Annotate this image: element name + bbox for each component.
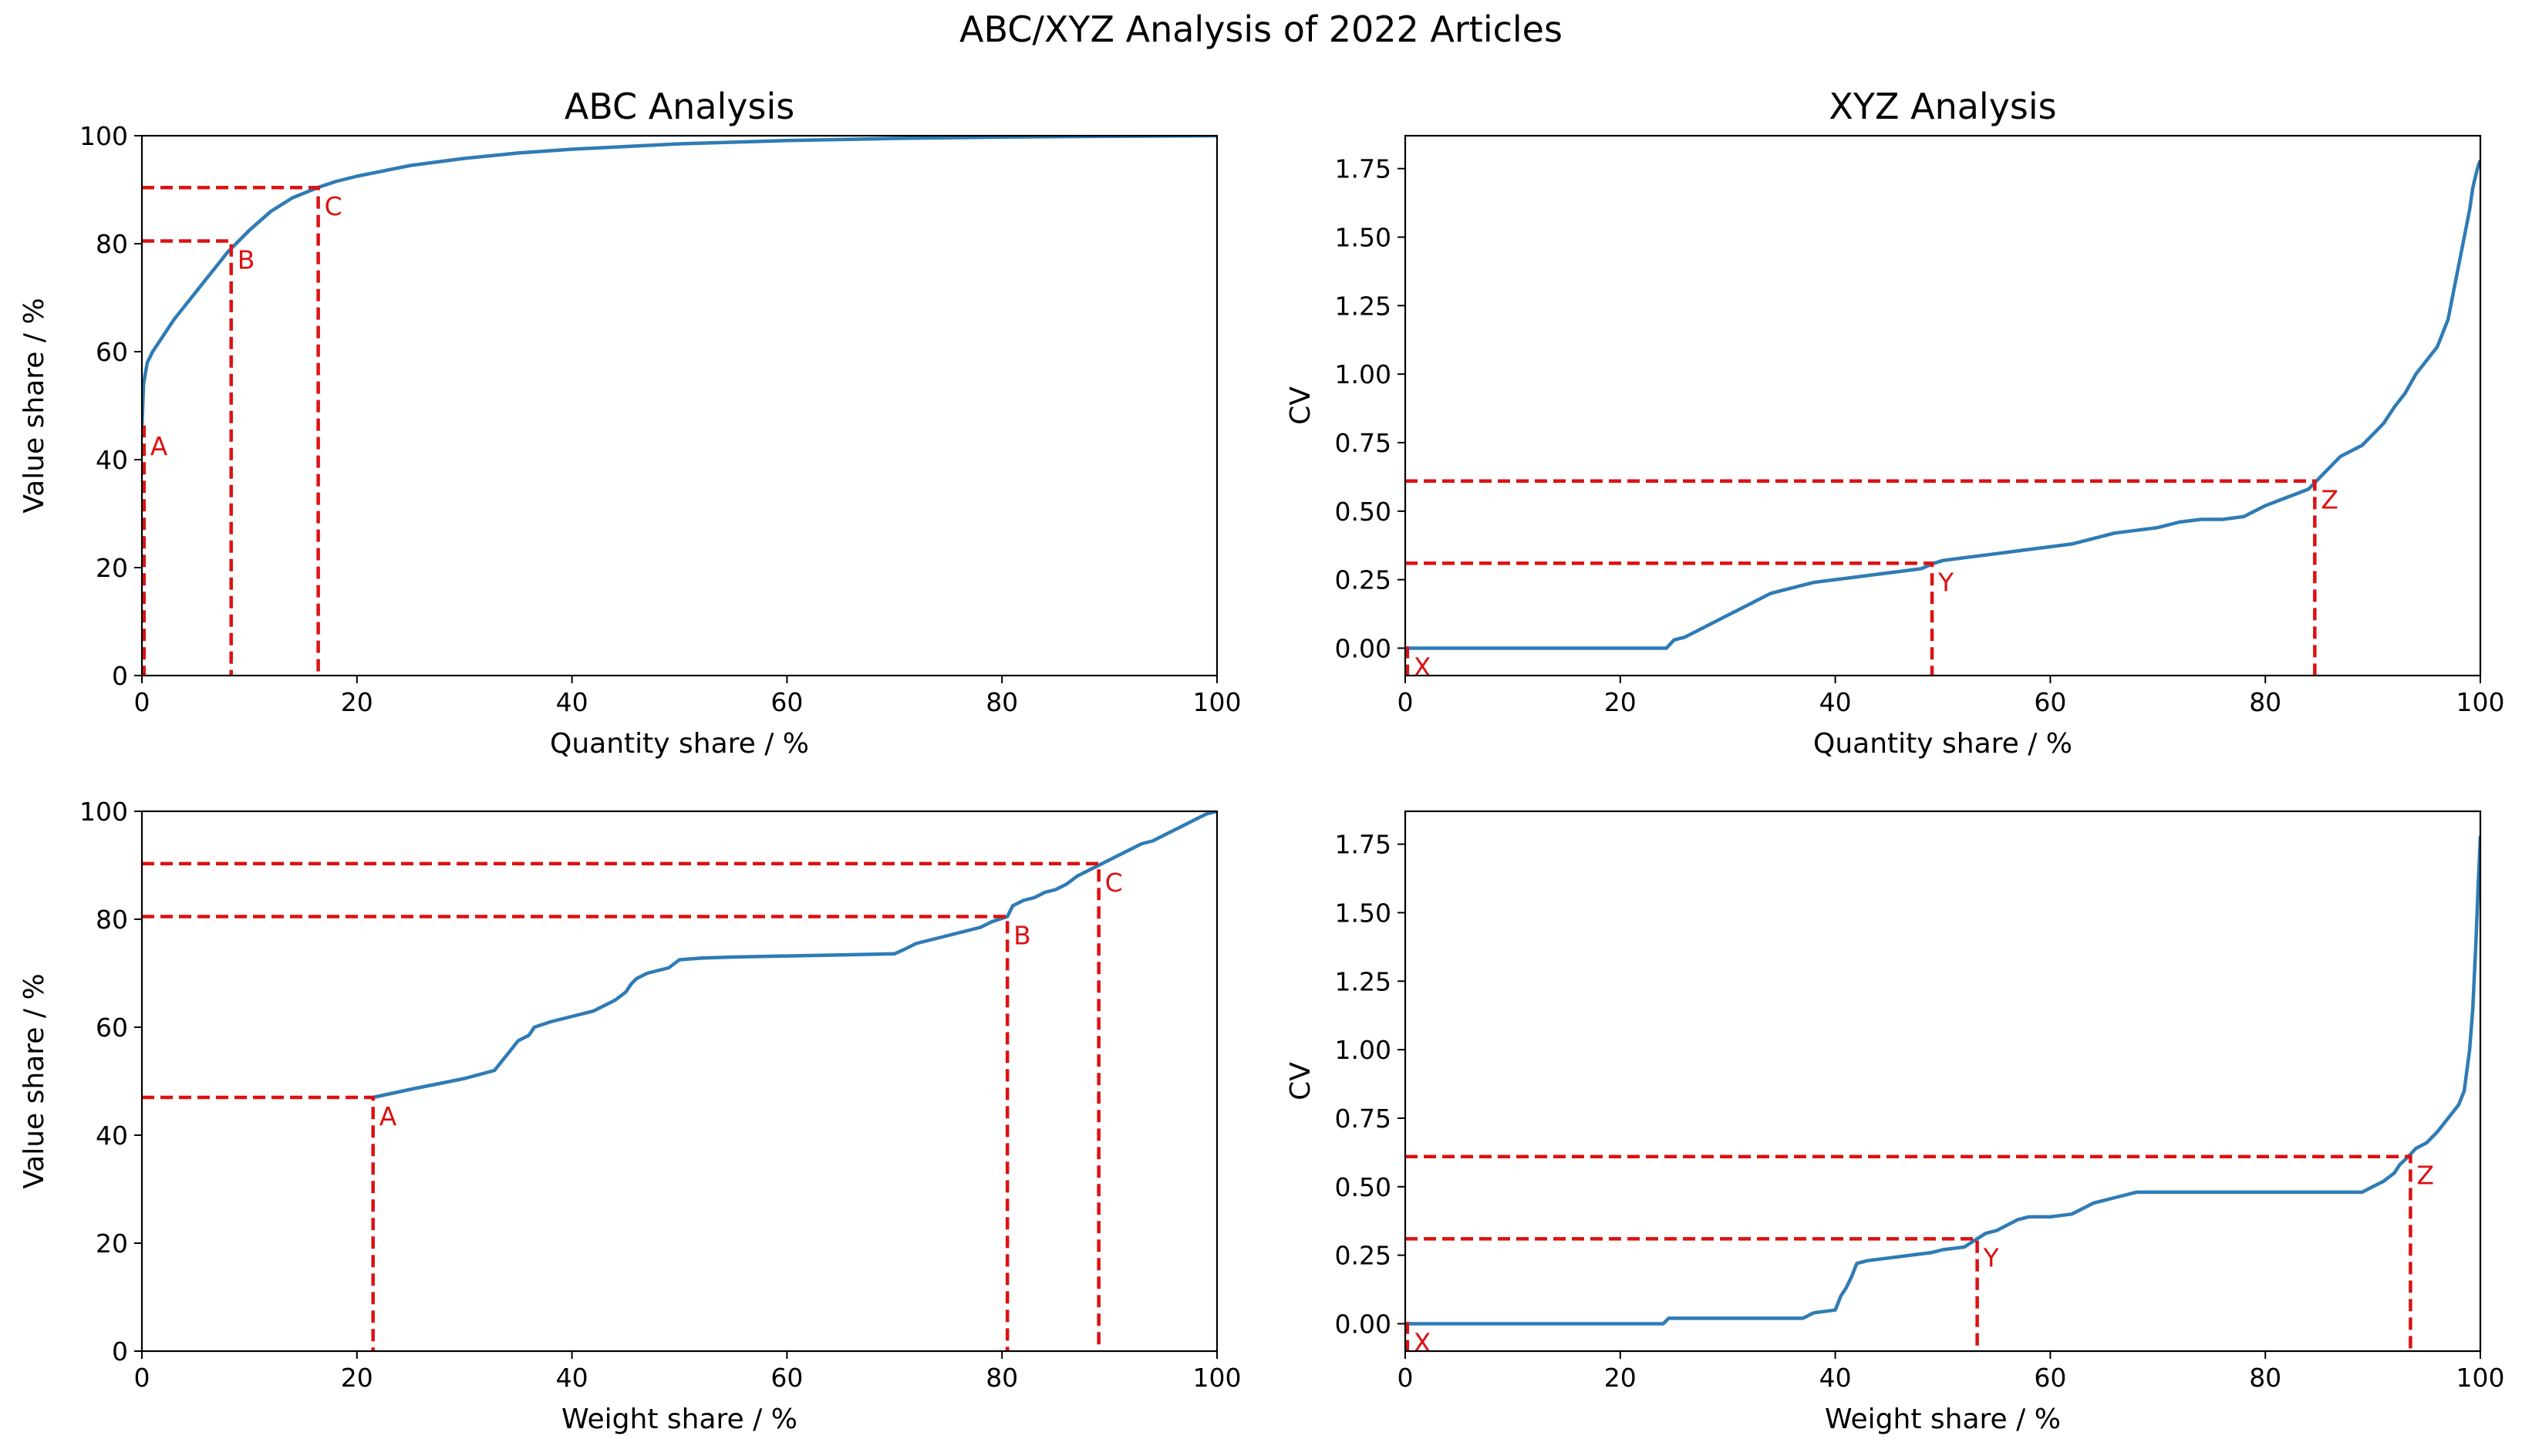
figure: ABC/XYZ Analysis of 2022 Articles ABC An… [0,0,2522,1456]
x-tick-label: 60 [2034,1363,2066,1393]
figure-title: ABC/XYZ Analysis of 2022 Articles [959,8,1563,50]
x-tick-label: 0 [1398,687,1414,717]
x-axis-label: Quantity share / % [1813,728,2072,760]
y-tick-label: 100 [79,797,128,827]
x-tick-label: 0 [134,687,150,717]
x-tick-label: 20 [341,1363,373,1393]
chart-title: ABC Analysis [565,86,794,127]
threshold-line-y [1405,563,1932,676]
x-tick-label: 40 [556,1363,588,1393]
x-axis-label: Weight share / % [561,1404,797,1435]
axes-frame [1405,811,2480,1351]
threshold-label-y: Y [1983,1242,2000,1272]
threshold-label-z: Z [2321,485,2338,515]
y-axis-label: Value share / % [19,298,50,513]
x-tick-label: 100 [2456,687,2505,717]
x-tick-label: 60 [2034,687,2066,717]
y-tick-label: 20 [96,553,128,583]
y-tick-label: 80 [96,229,128,259]
plot-area [1405,160,2480,676]
threshold-label-b: B [1013,921,1031,951]
chart-title: XYZ Analysis [1829,86,2056,127]
x-tick-label: 40 [1819,1363,1852,1393]
threshold-label-a: A [150,431,168,461]
x-tick-label: 20 [1604,1363,1637,1393]
y-axis-label: CV [1285,386,1317,425]
y-tick-label: 0.25 [1335,565,1391,595]
threshold-label-x: X [1414,1327,1431,1357]
chart-xyz-weight: 0 20 40 60 80 100 0.00 0.25 0.50 0.75 1.00 1.25 1.50… [1285,811,2505,1435]
threshold-line-b [142,917,1007,1352]
x-tick-label: 80 [986,1363,1018,1393]
x-tick-label: 20 [341,687,373,717]
x-tick-label: 20 [1604,687,1637,717]
y-tick-label: 1.25 [1335,291,1391,321]
y-tick-label: 0 [112,1336,128,1367]
chart-abc-quantity: ABC Analysis 0 20 40 60 80 100 0 20 40 60 80 100 Quan… [19,86,1242,760]
x-tick-label: 60 [770,687,803,717]
chart-xyz-quantity: XYZ Analysis 0 20 40 60 80 100 0.00 0.25 0.50 0.75… [1285,86,2505,760]
y-tick-label: 40 [96,1121,128,1151]
y-tick-label: 100 [79,121,128,151]
y-tick-label: 0.00 [1335,633,1391,663]
threshold-label-c: C [1105,868,1123,898]
y-tick-label: 1.50 [1335,222,1391,252]
x-tick-label: 40 [556,687,588,717]
y-tick-label: 60 [96,337,128,367]
x-axis-label: Quantity share / % [550,728,809,760]
x-tick-label: 0 [1398,1363,1414,1393]
y-tick-label: 1.75 [1335,154,1391,184]
threshold-label-z: Z [2416,1161,2434,1191]
axes-frame [142,811,1217,1351]
y-tick-label: 0 [112,661,128,691]
x-tick-label: 100 [1193,687,1242,717]
y-tick-label: 80 [96,905,128,935]
x-tick-label: 100 [1193,1363,1242,1393]
y-tick-label: 0.50 [1335,497,1391,527]
y-tick-label: 1.00 [1335,1035,1391,1065]
y-axis-label: Value share / % [19,973,50,1188]
axes-frame [142,136,1217,676]
threshold-label-b: B [238,245,255,275]
threshold-label-a: A [379,1101,397,1131]
threshold-line-y [1405,1239,1977,1351]
x-tick-label: 40 [1819,687,1852,717]
plot-area [142,136,1217,676]
series-line [142,136,1217,427]
y-tick-label: 1.25 [1335,966,1391,996]
series-line [1405,836,2480,1324]
y-tick-label: 60 [96,1013,128,1043]
chart-abc-weight: 0 20 40 60 80 100 0 20 40 60 80 100 Weight share / %… [19,797,1242,1435]
x-tick-label: 100 [2456,1363,2505,1393]
plot-area [1405,836,2480,1351]
x-tick-label: 80 [2249,687,2281,717]
threshold-line-c [142,864,1099,1351]
y-tick-label: 20 [96,1228,128,1259]
x-axis-label: Weight share / % [1825,1404,2061,1435]
threshold-label-x: X [1414,652,1431,682]
y-tick-label: 0.00 [1335,1309,1391,1339]
plot-area [142,811,1217,1351]
series-line [373,811,1217,1097]
chart-panels: ABC Analysis 0 20 40 60 80 100 0 20 40 60 80 100 Quan… [19,86,2505,1435]
threshold-line-z [1405,481,2315,676]
threshold-label-c: C [325,191,342,221]
y-tick-label: 0.75 [1335,1104,1391,1134]
threshold-line-a [142,1097,373,1351]
y-tick-label: 0.25 [1335,1241,1391,1271]
x-tick-label: 0 [134,1363,150,1393]
y-tick-label: 1.00 [1335,359,1391,389]
y-tick-label: 0.50 [1335,1172,1391,1202]
x-tick-label: 60 [770,1363,803,1393]
x-tick-label: 80 [2249,1363,2281,1393]
y-tick-label: 40 [96,445,128,475]
threshold-label-y: Y [1937,567,1954,597]
y-tick-label: 1.75 [1335,830,1391,860]
y-tick-label: 1.50 [1335,898,1391,928]
y-tick-label: 0.75 [1335,428,1391,458]
y-axis-label: CV [1285,1062,1317,1100]
x-tick-label: 80 [986,687,1018,717]
